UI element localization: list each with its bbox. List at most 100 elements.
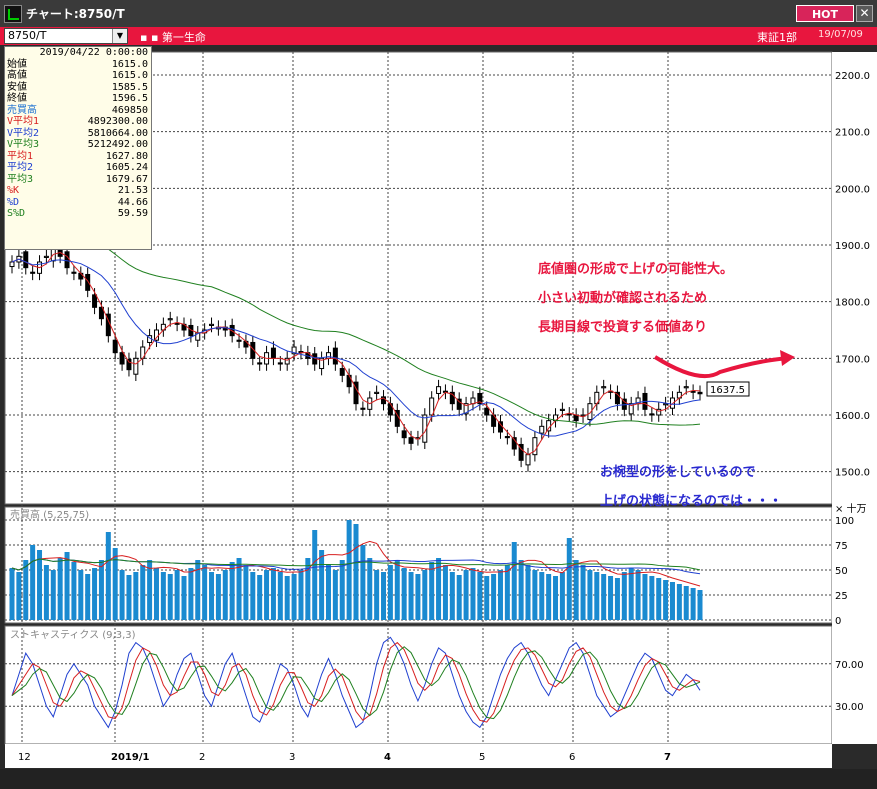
candle [690,390,696,393]
volume-bar [539,572,545,620]
candle [98,306,104,320]
volume-bar [195,560,201,620]
trend-arrow [653,355,791,379]
volume-bar [85,574,91,620]
price-tick-label: 1500.0 [835,468,870,479]
volume-bar [78,570,84,620]
volume-bar [504,565,510,620]
volume-bar [669,582,675,620]
volume-unit: × 十万 [835,502,867,515]
candle [566,413,572,416]
info-label: 平均1 [7,150,34,162]
volume-bar [339,560,345,620]
volume-tick-label: 75 [835,541,848,552]
moving-average-line [11,252,701,456]
volume-bar [133,572,139,620]
volume-bar [57,558,63,620]
volume-bar [360,545,366,620]
stoch-tick-label: 30.00 [835,702,864,713]
volume-tick-label: 25 [835,591,848,602]
volume-bar [401,568,407,620]
volume-bar [160,572,166,620]
volume-bar [449,572,455,620]
info-value: 21.53 [117,185,148,196]
annotation-blue-2: 上げの状態になるのでは・・・ [600,494,783,509]
x-tick-label: 2019/1 [111,752,149,763]
info-label: 売買高 [7,104,37,116]
volume-bar [277,572,283,620]
volume-bar [477,572,483,620]
candle [408,437,414,444]
volume-bar [305,558,311,620]
volume-bar [236,558,242,620]
x-tick-label: 5 [479,752,485,763]
volume-bar [573,560,579,620]
volume-bar [374,570,380,620]
candle [401,430,407,439]
chevron-down-icon[interactable]: ▼ [112,29,127,43]
volume-bar [312,530,318,620]
volume-bar [566,538,572,620]
info-row: 始値 1615.0 [5,59,151,71]
info-row: 平均2 1605.24 [5,162,151,174]
volume-bar [580,565,586,620]
candle [291,346,297,355]
volume-bar [257,575,263,620]
axis-bg [832,52,877,744]
candle [436,386,442,394]
volume-average-line [11,540,701,587]
volume-bar [525,565,531,620]
volume-bar [243,565,249,620]
volume-bar [181,576,187,620]
volume-tick-label: 0 [835,616,841,627]
volume-bar [153,568,159,620]
close-icon[interactable]: ✕ [856,5,873,22]
candle [325,352,331,359]
candle [477,392,483,405]
info-value: 469850 [111,104,148,116]
info-value: 1679.67 [105,173,148,185]
info-label: 平均2 [7,162,34,173]
moving-average-line [11,258,701,437]
volume-bar [649,576,655,620]
candle [64,251,70,269]
candle [92,294,98,308]
info-row: 平均1 1627.80 [5,151,151,163]
info-row: 2019/04/22 0:00:00 [5,47,151,59]
price-badge: 1637.5 [710,385,745,396]
candle [257,362,263,365]
info-label: V平均2 [7,127,40,139]
volume-bar [332,570,338,620]
volume-bar [270,568,276,620]
info-value: 1585.5 [111,81,148,93]
candle [133,357,139,375]
info-row: 売買高 469850 [5,105,151,117]
info-label: %K [7,185,20,196]
xaxis-bg [5,744,832,768]
candle [167,318,173,321]
scroll-overview[interactable] [0,769,877,789]
candle [353,381,359,405]
candle [284,357,290,365]
volume-bar [126,575,132,620]
symbol-select[interactable]: 8750/T ▼ [4,28,128,44]
chart-canvas[interactable]: 2200.0 2100.0 2000.0 1900.0 1800.0 1700.0 1600… [0,45,877,769]
volume-bar [387,565,393,620]
volume-bar [491,574,497,620]
stoch-line [11,646,701,720]
info-label: S%D [7,208,26,219]
hot-button[interactable]: HOT [796,5,854,22]
volume-bar [16,572,22,620]
volume-bar [442,565,448,620]
candle [23,251,29,269]
info-label: 平均3 [7,173,34,185]
arrow-icon [780,350,795,366]
info-row: 平均3 1679.67 [5,174,151,186]
info-label: V平均1 [7,116,40,127]
volume-bar [298,570,304,620]
window-title: チャート:8750/T [26,7,125,21]
info-label: 高値 [7,70,27,81]
volume-bar [532,570,538,620]
volume-bar [663,580,669,620]
candle [174,322,180,325]
